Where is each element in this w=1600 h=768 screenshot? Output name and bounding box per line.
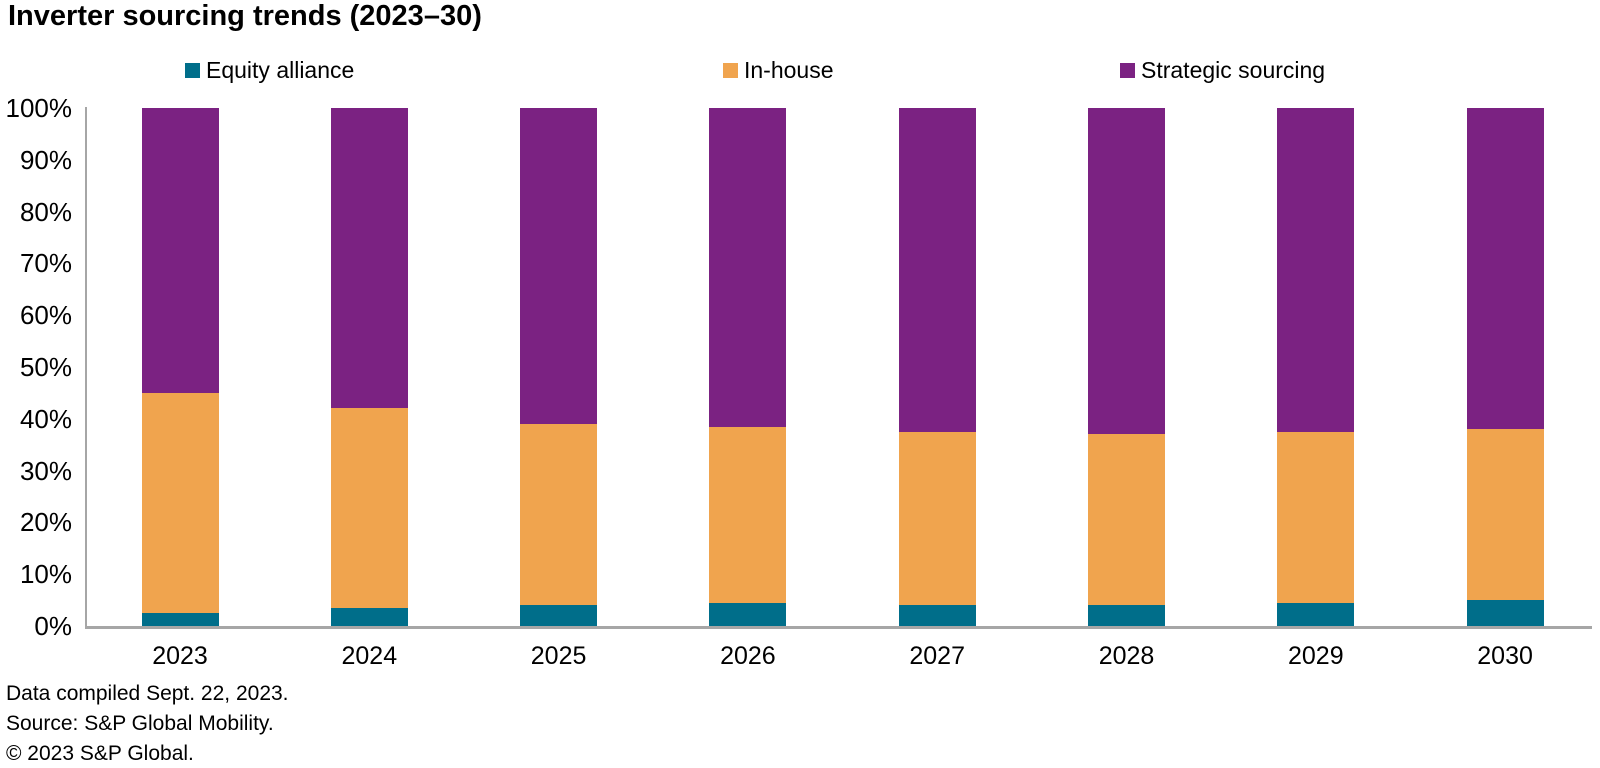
bar-2026-equity-alliance	[709, 602, 786, 626]
x-label-2030: 2030	[1477, 642, 1533, 670]
x-label-2026: 2026	[720, 642, 776, 670]
y-tick-label-40: 40%	[19, 403, 72, 434]
chart-title: Inverter sourcing trends (2023–30)	[8, 0, 482, 32]
x-axis-line	[85, 626, 1592, 629]
bar-2024-equity-alliance	[331, 607, 408, 626]
y-tick-label-10: 10%	[19, 559, 72, 590]
bar-2025-equity-alliance	[520, 605, 597, 626]
bar-2023-in-house	[142, 392, 219, 613]
bar-2024-in-house	[331, 408, 408, 608]
legend-label-in-house: In-house	[744, 56, 834, 83]
y-tick-label-50: 50%	[19, 352, 72, 382]
bar-2029-strategic-sourcing	[1277, 108, 1354, 432]
bar-2028-equity-alliance	[1088, 605, 1165, 626]
legend-item-in-house: In-house	[723, 57, 834, 83]
bar-2027-in-house	[899, 431, 976, 606]
bar-2028-in-house	[1088, 434, 1165, 606]
y-axis-line	[85, 107, 87, 628]
bar-2030-equity-alliance	[1467, 600, 1544, 626]
y-tick-label-30: 30%	[19, 455, 72, 486]
y-tick-label-0: 0%	[34, 611, 72, 641]
legend-swatch-equity-alliance	[185, 62, 200, 78]
bar-2024-strategic-sourcing	[331, 108, 408, 409]
legend-item-equity-alliance: Equity alliance	[185, 57, 354, 83]
bar-2026-strategic-sourcing	[709, 108, 786, 427]
bar-2027-strategic-sourcing	[899, 108, 976, 432]
bar-2030-strategic-sourcing	[1467, 108, 1544, 430]
x-label-2028: 2028	[1098, 642, 1155, 670]
bar-2025-in-house	[520, 424, 597, 606]
bar-2029-equity-alliance	[1277, 602, 1354, 626]
footnote-source: Source: S&P Global Mobility.	[6, 712, 274, 735]
legend-swatch-in-house	[723, 62, 738, 78]
y-tick-label-80: 80%	[19, 196, 72, 227]
bar-2027-equity-alliance	[899, 605, 976, 626]
y-tick-label-70: 70%	[19, 248, 72, 279]
bar-2023-strategic-sourcing	[142, 108, 219, 393]
legend-label-equity-alliance: Equity alliance	[206, 56, 355, 83]
y-tick-label-60: 60%	[19, 300, 72, 331]
bar-2023-equity-alliance	[142, 613, 219, 626]
x-label-2023: 2023	[152, 642, 208, 670]
bar-2029-in-house	[1277, 431, 1354, 603]
y-tick-label-100: 100%	[5, 93, 73, 123]
bar-2026-in-house	[709, 426, 786, 603]
x-label-2029: 2029	[1287, 642, 1344, 670]
y-tick-label-90: 90%	[19, 144, 72, 175]
x-label-2027: 2027	[909, 642, 965, 670]
bar-2028-strategic-sourcing	[1088, 108, 1165, 435]
x-label-2024: 2024	[341, 642, 398, 670]
footnote-data-compiled: Data compiled Sept. 22, 2023.	[6, 682, 289, 705]
legend-swatch-strategic-sourcing	[1120, 62, 1135, 78]
bar-2025-strategic-sourcing	[520, 108, 597, 424]
bar-2030-in-house	[1467, 429, 1544, 601]
y-tick-label-20: 20%	[19, 507, 72, 538]
legend-item-strategic-sourcing: Strategic sourcing	[1120, 57, 1325, 83]
footnote-copyright: © 2023 S&P Global.	[6, 742, 194, 765]
legend-label-strategic-sourcing: Strategic sourcing	[1141, 56, 1326, 83]
x-label-2025: 2025	[530, 642, 587, 670]
